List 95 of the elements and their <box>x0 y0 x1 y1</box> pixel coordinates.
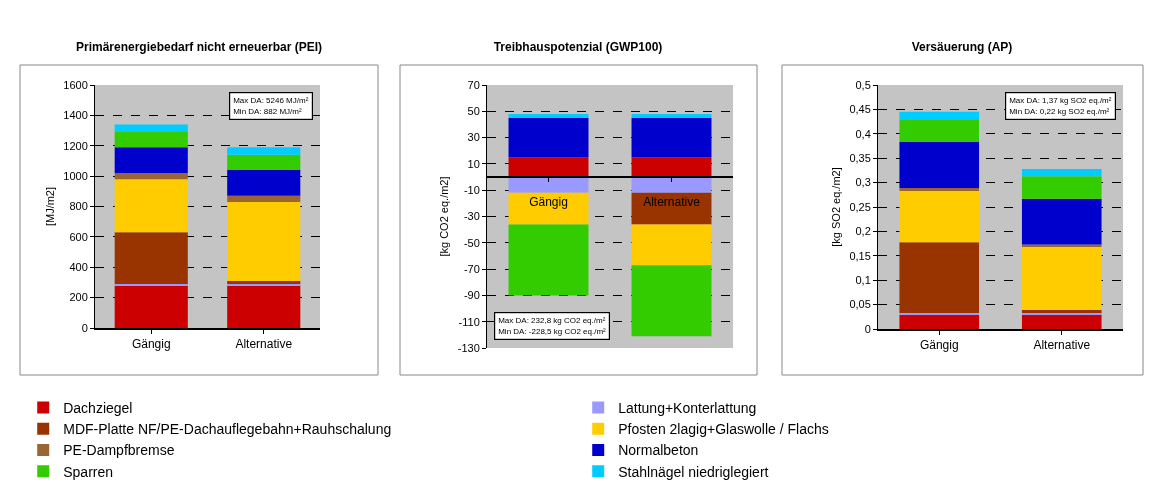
bar <box>899 314 980 329</box>
annotation: Max DA: 5246 MJ/m² <box>233 96 309 106</box>
y-tick-label: 1000 <box>63 169 88 182</box>
legend-label: PE-Dampfbremse <box>63 442 175 459</box>
bar <box>1021 314 1102 329</box>
y-tick-label: 0,35 <box>849 152 871 165</box>
bar <box>631 117 712 158</box>
bar <box>227 147 301 155</box>
y-tick-label: -110 <box>458 315 480 328</box>
annotation: Min DA: -228,5 kg CO2 eq./m² <box>498 326 607 336</box>
bar <box>508 224 589 296</box>
y-tick-label: 70 <box>467 78 480 91</box>
annotation: Max DA: 1,37 kg SO2 eq./m² <box>1009 96 1112 106</box>
y-tick-label: 0 <box>864 322 871 335</box>
bar <box>1021 176 1102 199</box>
bar <box>1021 168 1102 177</box>
y-tick-label: 0,4 <box>855 127 871 140</box>
bar <box>899 119 980 143</box>
y-tick-label: 0,1 <box>855 274 871 287</box>
y-tick-label: 0 <box>81 321 88 334</box>
bar <box>899 190 980 243</box>
y-tick-label: 0,25 <box>849 200 871 213</box>
legend-label: Stahlnägel niedriglegiert <box>618 463 769 480</box>
legend-label: Dachziegel <box>63 400 133 417</box>
y-axis-title: [kg CO2 eq./m2] <box>438 176 451 257</box>
x-tick-label: Alternative <box>235 337 293 352</box>
y-tick-label: 30 <box>467 131 480 144</box>
x-tick-label: Gängig <box>131 337 171 352</box>
bar <box>631 265 712 337</box>
y-tick-label: 200 <box>69 291 88 304</box>
bar <box>631 224 712 266</box>
y-tick-label: -10 <box>463 184 480 197</box>
bar <box>899 142 980 188</box>
chart-title: Primärenergiebedarf nicht erneuerbar (PEI) <box>75 40 323 55</box>
y-tick-label: 800 <box>69 200 88 213</box>
bar <box>508 157 589 178</box>
bar <box>631 113 712 118</box>
y-tick-label: 0,2 <box>855 225 871 238</box>
bar <box>114 124 188 133</box>
bar <box>227 170 301 196</box>
chart-title: Versäuerung (AP) <box>911 40 1013 55</box>
y-tick-label: -130 <box>457 341 480 354</box>
x-tick-label: Alternative <box>643 195 701 210</box>
bar <box>114 179 188 233</box>
y-tick-label: 50 <box>467 105 480 118</box>
bar <box>1021 198 1102 245</box>
y-tick-label: 0,15 <box>849 249 871 262</box>
y-tick-label: 10 <box>467 157 480 170</box>
chart-title: Treibhauspotenzial (GWP100) <box>493 40 663 55</box>
y-tick-label: 1200 <box>63 139 88 152</box>
y-tick-label: 0,45 <box>849 103 871 116</box>
bar <box>227 195 301 202</box>
legend-label: Sparren <box>63 463 114 480</box>
y-tick-label: -30 <box>463 210 480 223</box>
bar <box>899 111 980 120</box>
bar <box>899 312 980 315</box>
bar <box>631 157 712 178</box>
y-tick-label: 1600 <box>63 78 88 91</box>
annotation: Max DA: 232,8 kg CO2 eq./m² <box>498 316 606 326</box>
y-tick-label: 0,5 <box>855 78 871 91</box>
x-tick-label: Gängig <box>919 338 959 353</box>
y-tick-label: -70 <box>463 262 480 275</box>
legend-label: Normalbeton <box>618 442 699 459</box>
bar <box>1021 247 1102 310</box>
bar <box>899 187 980 191</box>
y-tick-label: 0,3 <box>855 176 871 189</box>
x-tick-label: Gängig <box>529 195 568 210</box>
y-tick-label: 600 <box>69 230 88 243</box>
bar <box>227 201 301 281</box>
legend-label: MDF-Platte NF/PE-Dachauflegebahn+Rauhschalung <box>63 421 392 438</box>
legend-label: Pfosten 2lagig+Glaswolle / Flachs <box>618 421 829 438</box>
y-axis-title: [kg SO2 eq./m2] <box>830 167 843 247</box>
x-tick-label: Alternative <box>1033 338 1091 353</box>
y-axis-title: [MJ/m2] <box>43 186 56 227</box>
bar <box>114 132 188 148</box>
annotation: Min DA: 0,22 kg SO2 eq./m² <box>1009 106 1110 116</box>
bar <box>508 113 589 118</box>
y-tick-label: 400 <box>69 261 88 274</box>
y-tick-label: 1400 <box>63 109 88 122</box>
bar <box>114 232 188 284</box>
bar <box>227 154 301 171</box>
bar <box>114 285 188 328</box>
bar <box>227 285 301 328</box>
y-tick-label: -50 <box>463 236 480 249</box>
bar <box>631 177 712 193</box>
bar <box>508 177 589 193</box>
y-tick-label: -90 <box>463 289 480 302</box>
bar <box>508 117 589 158</box>
bar <box>899 242 980 313</box>
bar <box>114 147 188 174</box>
annotation: Min DA: 882 MJ/m² <box>233 106 302 116</box>
bar <box>114 283 188 286</box>
bar <box>114 173 188 180</box>
legend-label: Lattung+Konterlattung <box>618 400 757 417</box>
y-tick-label: 0,05 <box>849 298 871 311</box>
